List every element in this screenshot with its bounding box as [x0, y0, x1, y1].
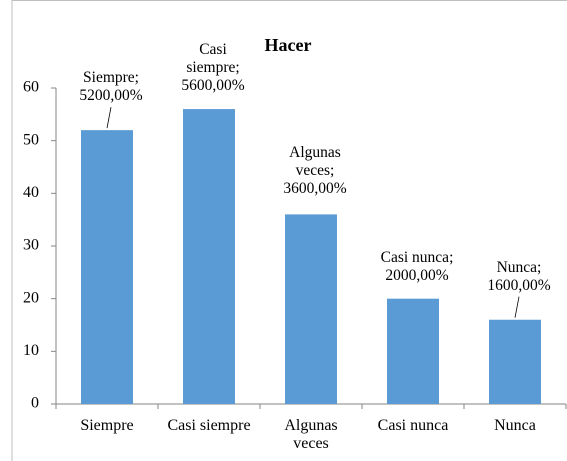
- leader-line: [106, 107, 112, 129]
- x-tick-label: Casi siempre: [167, 417, 251, 434]
- data-label: Casi nunca; 2000,00%: [380, 248, 454, 284]
- bar: [387, 298, 439, 404]
- y-tick-label: 0: [31, 395, 39, 412]
- data-label: Casi siempre; 5600,00%: [181, 41, 245, 95]
- y-tick-label: 40: [23, 184, 39, 201]
- y-tick-label: 60: [23, 79, 39, 96]
- data-label: Nunca; 1600,00%: [487, 258, 551, 294]
- bar: [489, 319, 541, 404]
- leader-line: [514, 296, 520, 318]
- x-tick-label: Algunas veces: [284, 417, 338, 452]
- chart-title: Hacer: [265, 35, 312, 55]
- x-tick-label: Casi nunca: [377, 417, 449, 434]
- bar: [285, 214, 337, 404]
- y-tick-label: 30: [23, 237, 39, 254]
- y-tick-label: 50: [23, 131, 39, 148]
- x-tick-label: Nunca: [494, 417, 536, 434]
- x-tick-label: Siempre: [80, 417, 134, 434]
- data-label: Siempre; 5200,00%: [79, 69, 143, 105]
- bar: [81, 130, 133, 404]
- y-tick-label: 20: [23, 289, 39, 306]
- bar: [183, 109, 235, 405]
- data-label: Algunas veces; 3600,00%: [283, 144, 347, 198]
- y-tick-label: 10: [23, 342, 39, 359]
